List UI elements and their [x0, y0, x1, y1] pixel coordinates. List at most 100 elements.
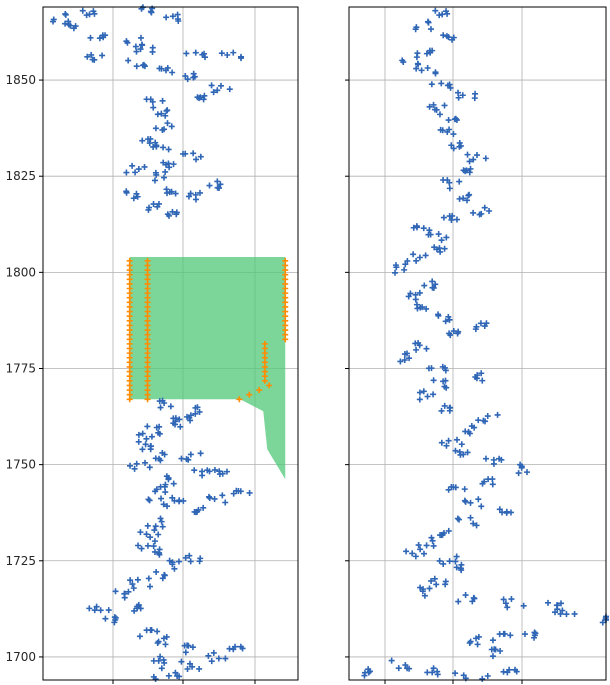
- data-point: [162, 168, 169, 175]
- data-point: [450, 131, 457, 138]
- data-point: [482, 418, 489, 425]
- data-point: [502, 600, 509, 607]
- data-point: [191, 467, 198, 474]
- data-point: [127, 462, 134, 469]
- y-tick-label: 1750: [5, 458, 36, 472]
- data-point: [489, 481, 496, 488]
- data-point: [453, 564, 460, 571]
- data-point: [191, 73, 198, 80]
- data-point: [437, 126, 444, 133]
- data-point: [215, 655, 222, 662]
- data-point: [184, 413, 191, 420]
- data-point: [201, 50, 208, 57]
- data-point: [554, 602, 561, 609]
- data-point: [413, 346, 420, 353]
- data-point: [147, 534, 154, 541]
- y-tick-label: 1725: [5, 554, 36, 568]
- data-point: [365, 669, 372, 676]
- data-point: [133, 63, 140, 70]
- data-point: [222, 499, 229, 506]
- data-point: [127, 577, 134, 584]
- data-point: [452, 558, 459, 565]
- data-point: [205, 652, 212, 659]
- data-point: [438, 439, 445, 446]
- data-point: [460, 195, 467, 202]
- data-point: [427, 231, 434, 238]
- data-point: [471, 424, 478, 431]
- data-point: [223, 468, 230, 475]
- data-point: [433, 246, 440, 253]
- data-point: [170, 161, 177, 168]
- data-point: [479, 377, 486, 384]
- data-point: [435, 311, 442, 318]
- data-point: [133, 48, 140, 55]
- data-point: [464, 449, 471, 456]
- data-point: [430, 665, 437, 672]
- data-point: [508, 596, 515, 603]
- data-point: [196, 189, 203, 196]
- data-point: [111, 619, 118, 626]
- data-point: [208, 658, 215, 665]
- data-point: [432, 7, 439, 14]
- data-point: [195, 506, 202, 513]
- data-point: [211, 495, 218, 502]
- data-point: [210, 89, 217, 96]
- data-point: [466, 430, 473, 437]
- data-point: [424, 393, 431, 400]
- y-tick-label: 1825: [5, 169, 36, 183]
- data-point: [148, 627, 155, 634]
- data-point: [197, 555, 204, 562]
- data-point: [467, 165, 474, 172]
- data-point: [444, 128, 451, 135]
- data-point: [79, 7, 86, 14]
- data-point: [147, 583, 154, 590]
- data-point: [520, 602, 527, 609]
- data-point: [416, 389, 423, 396]
- data-point: [448, 142, 455, 149]
- data-point: [185, 456, 192, 463]
- data-point: [445, 313, 452, 320]
- data-point: [443, 442, 450, 449]
- data-point: [461, 497, 468, 504]
- data-point: [232, 643, 239, 650]
- data-point: [518, 464, 525, 471]
- data-point: [175, 558, 182, 565]
- data-point: [477, 320, 484, 327]
- data-point: [218, 50, 225, 57]
- data-point: [157, 515, 164, 522]
- data-point: [456, 448, 463, 455]
- highlight-point: [261, 340, 268, 347]
- data-point: [112, 614, 119, 621]
- data-point: [401, 266, 408, 273]
- data-point: [455, 94, 462, 101]
- data-point: [366, 668, 373, 675]
- data-point: [474, 372, 481, 379]
- data-point: [219, 470, 226, 477]
- data-point: [175, 18, 182, 25]
- data-point: [478, 503, 485, 510]
- data-point: [473, 522, 480, 529]
- data-point: [428, 577, 435, 584]
- data-point: [459, 92, 466, 99]
- data-point: [197, 450, 204, 457]
- data-point: [416, 289, 423, 296]
- data-point: [436, 111, 443, 118]
- data-point: [129, 162, 136, 169]
- data-point: [441, 245, 448, 252]
- data-point: [444, 177, 451, 184]
- data-point: [162, 161, 169, 168]
- data-point: [410, 224, 417, 231]
- data-point: [599, 619, 606, 626]
- data-point: [484, 673, 491, 680]
- data-point: [445, 486, 452, 493]
- data-point: [164, 120, 171, 127]
- data-point: [464, 151, 471, 158]
- data-point: [405, 293, 412, 300]
- data-point: [182, 150, 189, 157]
- data-point: [196, 408, 203, 415]
- data-point: [504, 604, 511, 611]
- data-point: [152, 455, 159, 462]
- data-point: [481, 323, 488, 330]
- data-point: [401, 357, 408, 364]
- data-point: [224, 51, 231, 58]
